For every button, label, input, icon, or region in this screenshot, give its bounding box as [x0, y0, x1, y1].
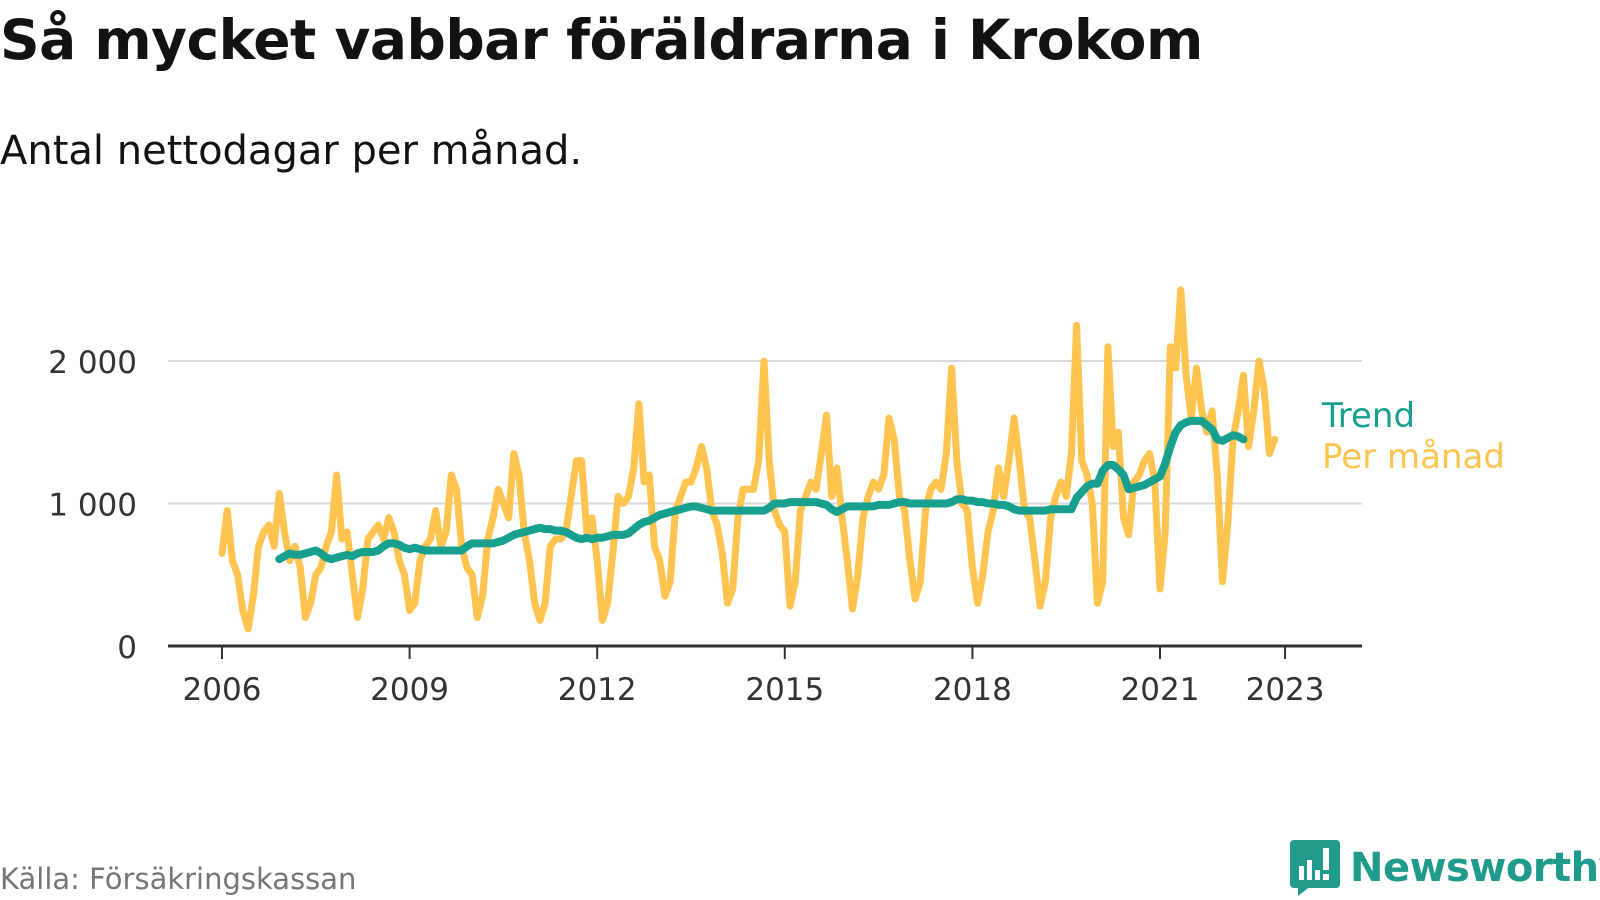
x-tick-label: 2018	[933, 672, 1012, 708]
x-axis: 2006 2009 2012 2015 2018 2021 2023	[168, 644, 1362, 708]
legend-label: Per månad	[1322, 437, 1505, 477]
monthly-line	[218, 286, 1279, 633]
newsworthy-logo-icon	[1290, 840, 1340, 896]
y-tick-label: 0	[117, 630, 137, 666]
brand-logo: Newsworthy	[1290, 840, 1600, 896]
x-tick-label: 2015	[745, 672, 824, 708]
x-tick-label: 2006	[183, 672, 262, 708]
trend-line	[275, 416, 1248, 564]
brand-name: Newsworthy	[1350, 845, 1600, 891]
x-tick-label: 2009	[370, 672, 449, 708]
y-axis-tick-labels: 0 1 000 2 000	[48, 345, 137, 666]
x-tick-label: 2023	[1246, 672, 1325, 708]
chart-subtitle: Antal nettodagar per månad.	[0, 128, 583, 174]
y-tick-label: 2 000	[48, 345, 137, 381]
y-tick-label: 1 000	[48, 488, 137, 524]
x-tick-label: 2012	[558, 672, 637, 708]
series-lines	[218, 286, 1279, 633]
chart-title: Så mycket vabbar föräldrarna i Krokom	[0, 8, 1203, 72]
x-tick-label: 2021	[1121, 672, 1200, 708]
source-note: Källa: Försäkringskassan	[0, 862, 357, 896]
legend-label: Trend	[1321, 396, 1415, 436]
